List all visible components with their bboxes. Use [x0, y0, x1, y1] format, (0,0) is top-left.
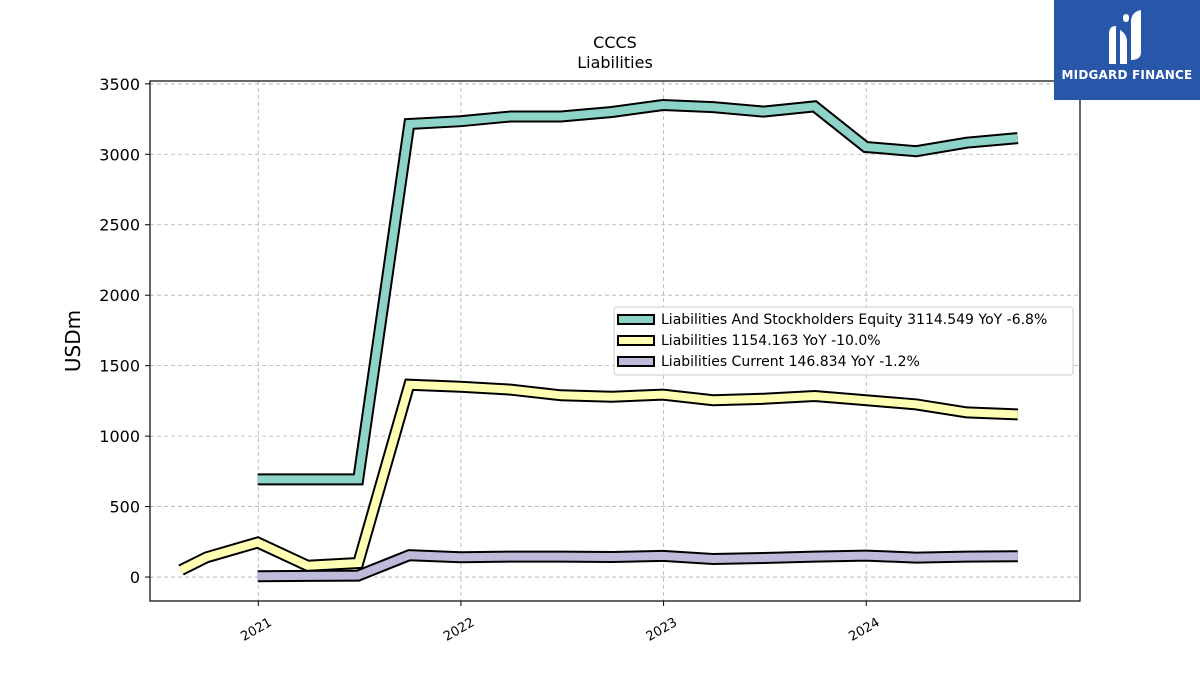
tick-layer: 0 500 1000 1500 2000 2500 3000 3500 2021 2022 2023… [99, 75, 882, 645]
y-tick-label: 3500 [99, 75, 140, 94]
logo-mark-icon [1109, 10, 1141, 64]
x-tick-label: 2024 [846, 615, 882, 645]
series-line-0 [257, 100, 1019, 484]
legend-swatch-2 [617, 356, 655, 367]
chart-subtitle: Liabilities [577, 53, 653, 72]
x-tick-label: 2023 [644, 615, 680, 645]
y-axis-label: USDm [61, 310, 85, 372]
legend-swatch-0 [617, 314, 655, 325]
x-tick-label: 2022 [441, 615, 477, 645]
y-tick-label: 2500 [99, 216, 140, 235]
plot-frame [149, 80, 1081, 602]
y-tick-label: 500 [109, 498, 140, 517]
y-tick-label: 2000 [99, 286, 140, 305]
legend-label-2: Liabilities Current 146.834 YoY -1.2% [661, 354, 920, 370]
y-tick-label: 1500 [99, 357, 140, 376]
series-layer [178, 98, 1019, 583]
y-tick-label: 1000 [99, 427, 140, 446]
series-line-1 [179, 380, 1018, 574]
y-tick-label: 3000 [99, 145, 140, 164]
logo-text: MIDGARD FINANCE [1061, 68, 1193, 82]
legend-box [613, 306, 1074, 376]
series-line-2 [257, 551, 1018, 581]
legend-label-1: Liabilities 1154.163 YoY -10.0% [661, 333, 881, 349]
series-outline-0 [257, 98, 1019, 486]
chart-title: CCCS [593, 33, 637, 52]
legend: Liabilities And Stockholders Equity 3114… [613, 306, 1074, 376]
legend-swatch-1 [617, 335, 655, 346]
legend-label-0: Liabilities And Stockholders Equity 3114… [661, 312, 1047, 328]
brand-logo: MIDGARD FINANCE [1054, 0, 1200, 100]
x-tick-label: 2021 [238, 615, 274, 645]
y-tick-label: 0 [130, 568, 140, 587]
